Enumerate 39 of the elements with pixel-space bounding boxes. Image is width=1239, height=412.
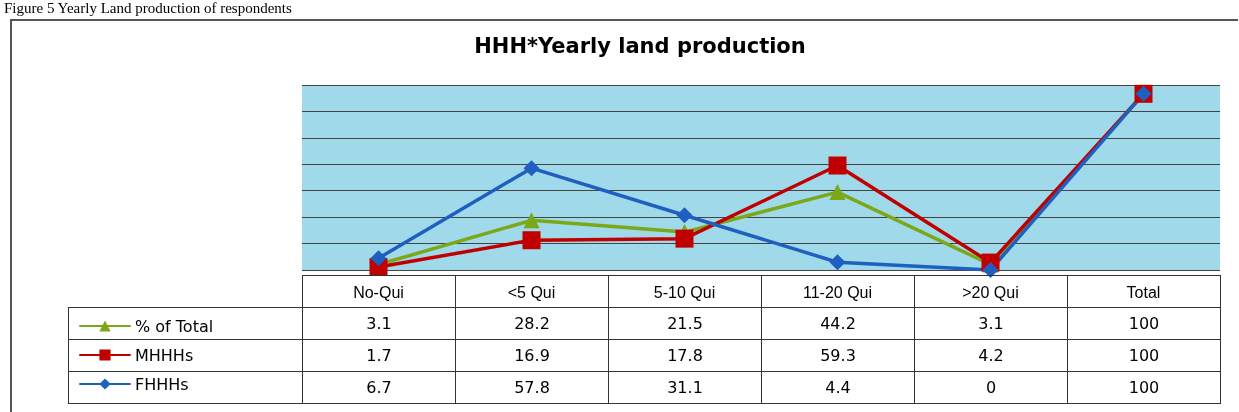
legend-label: FHHHs [135, 374, 189, 394]
data-label: 100 [1067, 371, 1221, 404]
data-label: 31.1 [608, 371, 762, 404]
data-label: 28.2 [455, 307, 609, 340]
caption: Figure 5 Yearly Land production of respondents [4, 0, 292, 17]
legend-label: % of Total [135, 316, 214, 336]
data-label: 17.8 [608, 339, 762, 372]
chart-title: HHH*Yearly land production [474, 33, 806, 58]
data-label: 6.7 [302, 371, 456, 404]
point [829, 184, 846, 201]
data-label: 57.8 [455, 371, 609, 404]
data-label: 100 [1067, 339, 1221, 372]
data-label: 0 [914, 371, 1068, 404]
x-tick-label: No-Qui [353, 283, 404, 301]
point [523, 160, 540, 177]
point [829, 254, 846, 271]
data-label: 21.5 [608, 307, 762, 340]
data-label: 59.3 [761, 339, 915, 372]
point [828, 156, 847, 175]
point [522, 231, 541, 250]
point [675, 229, 694, 248]
point [370, 250, 387, 267]
point [523, 212, 540, 229]
data-label: 1.7 [302, 339, 456, 372]
legend-label: MHHHs [135, 345, 194, 365]
data-label: 3.1 [302, 307, 456, 340]
x-tick-label: 11-20 Qui [802, 283, 873, 301]
data-label: 100 [1067, 307, 1221, 340]
point [982, 262, 999, 278]
data-label: 4.4 [761, 371, 915, 404]
x-tick-label: 5-10 Qui [653, 283, 716, 301]
data-label: 44.2 [761, 307, 915, 340]
point [676, 207, 693, 224]
x-tick-label: Total [1126, 283, 1161, 301]
x-tick-label: <5 Qui [507, 283, 556, 301]
data-label: 3.1 [914, 307, 1068, 340]
x-tick-label: >20 Qui [962, 283, 1019, 301]
data-label: 4.2 [914, 339, 1068, 372]
data-label: 16.9 [455, 339, 609, 372]
